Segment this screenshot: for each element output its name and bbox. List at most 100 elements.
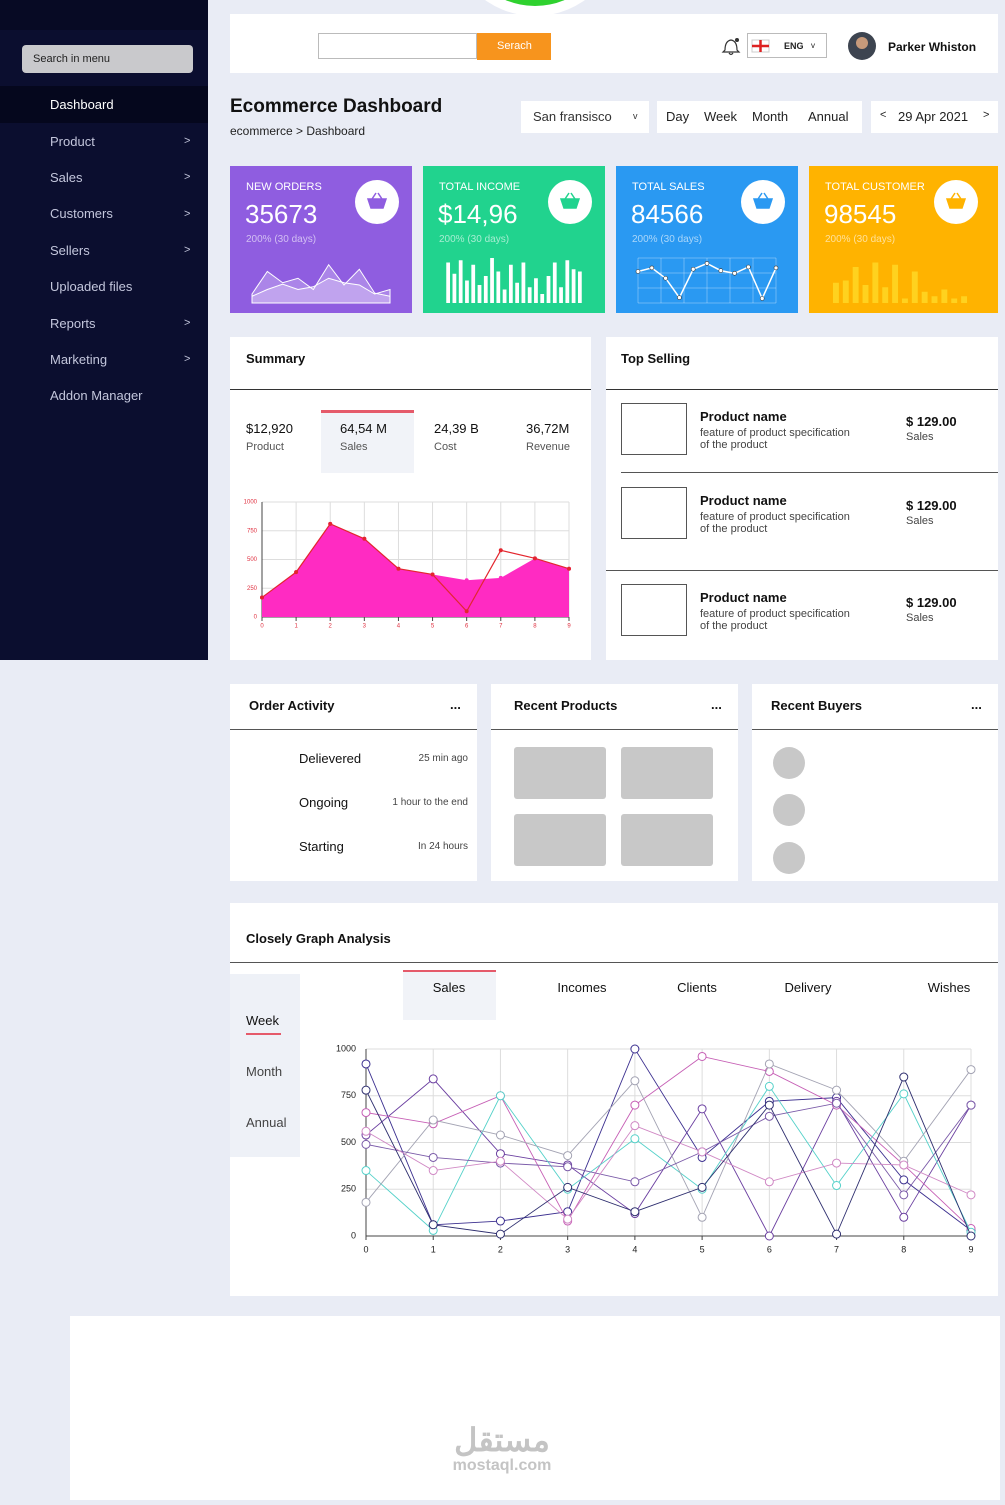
tab[interactable]: Clients [677,980,717,996]
point [966,1190,976,1200]
metric-value[interactable]: 64,54 M [340,421,387,437]
stat-value: 35673 [245,199,318,230]
spark-bar [546,276,551,303]
y-tick-label: 500 [341,1137,356,1147]
search-button-text[interactable]: Serach [497,40,532,53]
metric-label[interactable]: Product [246,441,284,454]
spark-bar [872,262,879,303]
stat-change: 200% (30 days) [246,234,317,245]
sidebar-item[interactable]: Sales [50,170,83,185]
sidebar-item[interactable]: Dashboard [50,97,114,113]
metric-label[interactable]: Revenue [526,441,571,454]
sidebar-search-text[interactable]: Search in menu [33,53,111,66]
x-tick-label: 6 [465,624,469,630]
y-tick-label: 0 [351,1230,356,1240]
range-option[interactable]: Week [246,1013,279,1029]
product-name[interactable]: Product name [700,590,787,606]
tab[interactable]: Wishes [927,980,971,996]
point [630,1207,640,1217]
card-title: Recent Products [514,698,618,714]
x-tick-label: 4 [397,624,401,630]
product-description: feature of product specification of the … [700,511,850,536]
metric-value[interactable]: $12,920 [246,421,293,437]
metric-selected-bar [321,410,414,413]
point [495,1229,505,1239]
line [365,1055,972,1229]
range-option[interactable]: Annual [246,1115,287,1131]
point [428,1220,438,1230]
point [563,1182,573,1192]
card-menu[interactable]: ... [711,697,722,713]
tab[interactable]: Sales [432,980,466,996]
product-thumbnail [621,814,713,866]
spark-dot [704,261,710,266]
spark-bar [452,273,457,303]
date-next[interactable]: > [983,109,990,122]
metric-label[interactable]: Sales [340,441,368,454]
point [899,1212,909,1222]
card-menu[interactable]: ... [450,697,461,713]
x-tick-label: 8 [901,1244,906,1254]
range-option[interactable]: Month [246,1064,283,1080]
divider [606,570,998,571]
product-thumbnail [514,814,606,866]
sidebar-item[interactable]: Reports [50,315,96,331]
tab[interactable]: Incomes [557,980,607,996]
point [532,556,537,561]
period-option[interactable]: Day [666,109,690,125]
metric-label[interactable]: Cost [434,441,457,454]
spark-bar [571,269,576,303]
x-tick-label: 0 [260,624,264,630]
language-text[interactable]: ENG [784,40,804,51]
sidebar-item[interactable]: Product [50,133,95,149]
point [563,1162,573,1172]
sidebar-item[interactable]: Uploaded files [50,279,133,295]
user-name: Parker Whiston [888,39,977,54]
point [361,1197,371,1207]
spark-bar [527,287,532,303]
city-text[interactable]: San fransisco [533,109,612,125]
point [630,1076,640,1086]
bell-icon [721,39,741,56]
divider [230,962,998,963]
spark-bar [842,280,849,303]
point [361,1108,371,1118]
spark-bar [483,276,488,303]
product-price-label: Sales [906,431,934,444]
stat-icon [752,192,774,209]
metric-value[interactable]: 24,39 B [434,421,479,437]
product-name[interactable]: Product name [700,493,787,509]
order-time: In 24 hours [417,841,468,852]
sidebar-item[interactable]: Sellers [50,242,90,258]
card-title: Summary [246,351,306,367]
point [832,1098,842,1108]
sidebar-arrow: > [184,353,191,366]
tab[interactable]: Delivery [784,980,832,996]
period-option[interactable]: Annual [808,109,849,125]
spark-bar [490,258,494,303]
period-option[interactable]: Month [752,109,789,125]
spark-bar [921,291,928,303]
metric-value[interactable]: 36,72M [526,421,570,437]
sidebar-item[interactable]: Addon Manager [50,388,143,404]
card-menu[interactable]: ... [971,697,982,713]
point [630,1100,640,1110]
spark-bar [471,264,476,303]
sidebar-item[interactable]: Customers [50,206,113,222]
product-name[interactable]: Product name [700,409,787,425]
date-prev[interactable]: < [880,109,887,122]
spark-bar [458,260,463,303]
point [966,1231,976,1241]
point [764,1231,774,1241]
top-badge [505,0,565,6]
product-thumbnail [514,747,606,799]
sidebar-item[interactable]: Marketing [50,352,108,367]
point [899,1175,909,1185]
spark-bar [882,287,889,303]
point [563,1214,573,1224]
buyer-avatar [773,747,805,779]
period-option[interactable]: Week [704,109,737,125]
stat-value: 98545 [824,199,897,230]
product-price-label: Sales [906,515,934,528]
